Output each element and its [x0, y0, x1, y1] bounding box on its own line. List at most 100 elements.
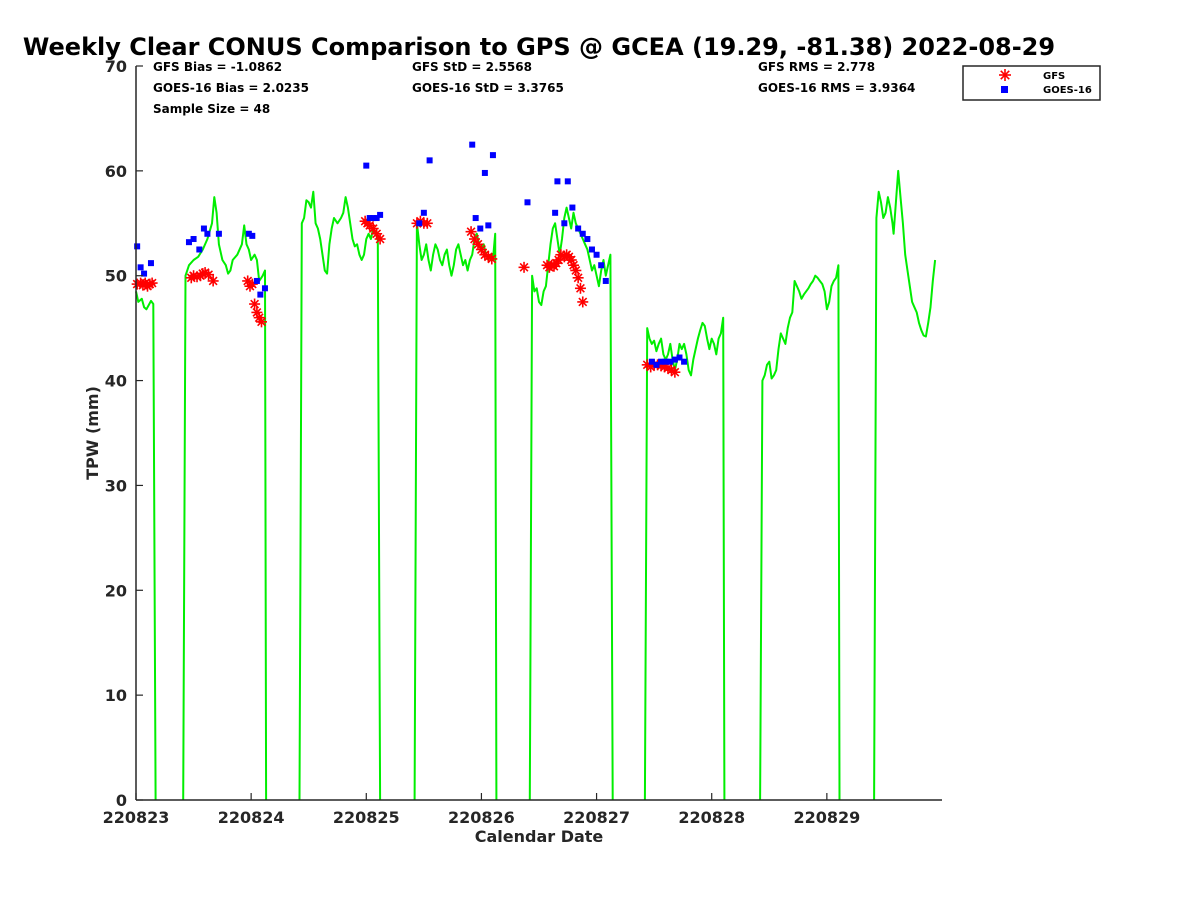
gps-line-segment [528, 206, 614, 801]
gps-line-segment [182, 196, 268, 801]
y-tick-label: 0 [116, 791, 127, 810]
x-tick-label: 220827 [563, 808, 630, 827]
asterisk-stroke [473, 239, 483, 249]
stat-goes-bias: GOES-16 Bias = 2.0235 [153, 81, 309, 95]
y-tick-label: 30 [105, 476, 127, 495]
asterisk-stroke [569, 260, 578, 270]
gfs-point [207, 275, 219, 287]
asterisk-stroke [575, 283, 585, 293]
goes-point [569, 204, 576, 211]
goes-point [366, 215, 373, 222]
gfs-point [669, 366, 681, 378]
gfs-point [486, 253, 498, 265]
asterisk-stroke [566, 255, 576, 265]
goes-point [377, 211, 384, 218]
asterisk-stroke [483, 252, 493, 262]
goes-point [681, 358, 688, 365]
y-tick-label: 60 [105, 162, 127, 181]
goes-point [200, 225, 207, 232]
x-tick-label: 220823 [103, 808, 170, 827]
axes: 0 10 20 30 40 50 60 70 220823 220824 220825 220826… [83, 57, 942, 846]
y-tick-label: 50 [105, 267, 127, 286]
goes-point [524, 199, 531, 206]
goes-point [489, 152, 496, 159]
goes-point [215, 230, 222, 237]
goes-point [552, 209, 559, 216]
goes-point [141, 270, 148, 277]
legend-gfs-label: GFS [1043, 71, 1065, 82]
asterisk-stroke [519, 262, 529, 272]
asterisk-stroke [573, 273, 583, 283]
goes-point [253, 277, 260, 284]
asterisk-stroke [470, 234, 479, 244]
gfs-point [256, 316, 268, 328]
x-tick-label: 220825 [333, 808, 400, 827]
gps-line-segment [759, 264, 841, 801]
goes-point [561, 220, 568, 227]
legend-goes-marker [1001, 86, 1008, 93]
goes-point [134, 243, 141, 250]
goes-point [196, 246, 203, 253]
goes-point [602, 277, 609, 284]
asterisk-stroke [466, 227, 476, 237]
goes-point [575, 225, 582, 232]
gfs-point [203, 269, 215, 281]
legend-goes-label: GOES-16 [1043, 85, 1092, 96]
asterisk-stroke [372, 229, 382, 239]
asterisk-stroke [368, 224, 378, 233]
goes-point [147, 260, 154, 267]
goes-point [485, 222, 492, 229]
goes-point [204, 230, 211, 237]
goes-point [588, 246, 595, 253]
asterisk-stroke [480, 250, 490, 260]
gfs-point [572, 272, 584, 284]
goes-point [363, 162, 370, 169]
stats-block: GFS Bias = -1.0862 GOES-16 Bias = 2.0235… [153, 60, 915, 116]
goes-point [420, 209, 427, 216]
x-ticks: 220823 220824 220825 220826 220827 220828 2208… [103, 793, 860, 827]
asterisk-stroke [208, 276, 218, 286]
stat-sample-size: Sample Size = 48 [153, 102, 270, 116]
gfs-point [574, 282, 586, 294]
stat-goes-rms: GOES-16 RMS = 3.9364 [758, 81, 915, 95]
stat-gfs-rms: GFS RMS = 2.778 [758, 60, 875, 74]
gfs-point [249, 298, 261, 310]
goes-point [481, 169, 488, 176]
y-tick-label: 10 [105, 686, 127, 705]
stat-gfs-std: GFS StD = 2.5568 [412, 60, 532, 74]
goes-point [662, 358, 669, 365]
goes-point [185, 239, 192, 246]
series-goes-16 [134, 141, 688, 368]
asterisk-stroke [204, 270, 213, 280]
asterisk-stroke [578, 297, 588, 307]
gfs-point [570, 264, 582, 276]
gfs-point [146, 277, 158, 289]
asterisk-stroke [250, 299, 260, 309]
asterisk-stroke [1000, 70, 1010, 80]
goes-point [472, 215, 479, 222]
y-tick-label: 20 [105, 581, 127, 600]
goes-point [564, 178, 571, 185]
goes-point [370, 215, 377, 222]
asterisk-stroke [571, 266, 581, 275]
gps-line-segment [298, 190, 382, 801]
goes-point [667, 358, 674, 365]
asterisk-stroke [666, 365, 676, 375]
y-tick-label: 70 [105, 57, 127, 76]
goes-point [245, 230, 252, 237]
goes-point [658, 358, 665, 365]
y-ticks: 0 10 20 30 40 50 60 70 [105, 57, 143, 810]
chart-title: Weekly Clear CONUS Comparison to GPS @ G… [23, 33, 1055, 61]
asterisk-stroke [375, 234, 385, 244]
gps-line-segment [873, 169, 937, 801]
stat-gfs-bias: GFS Bias = -1.0862 [153, 60, 282, 74]
x-tick-label: 220826 [448, 808, 515, 827]
goes-point [261, 285, 268, 292]
goes-point [137, 264, 144, 271]
goes-point [676, 354, 683, 361]
asterisk-stroke [422, 218, 432, 228]
goes-point [653, 361, 660, 368]
asterisk-stroke [200, 268, 210, 278]
goes-point [579, 230, 586, 237]
stat-goes-std: GOES-16 StD = 3.3765 [412, 81, 564, 95]
